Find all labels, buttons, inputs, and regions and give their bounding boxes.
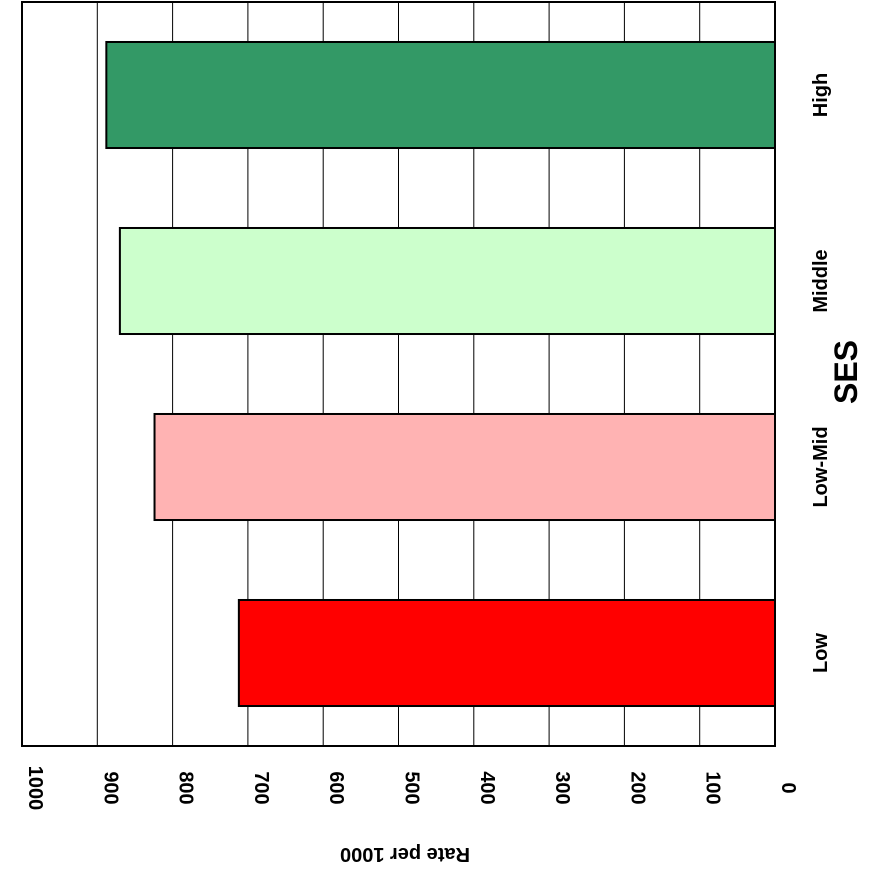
plot-border [21,1,776,747]
bar [237,598,776,708]
category-label: High [810,73,832,117]
tick-label: 0 [777,782,799,793]
category-labels: Low Low-Mid Middle High [810,73,832,673]
tick-label: 400 [476,771,498,804]
category-label: Low [810,633,832,673]
x-axis-title: Rate per 1000 [340,843,470,865]
tick-label: 300 [551,771,573,804]
tick-label: 1000 [24,766,46,811]
tick-label: 600 [325,771,347,804]
tick-label: 800 [175,771,197,804]
tick-label: 500 [401,771,423,804]
tick-label: 900 [99,771,121,804]
tick-label: 200 [626,771,648,804]
bars [105,40,776,708]
category-label: Low-Mid [810,426,832,507]
bar [153,412,776,522]
bar [105,40,776,150]
tick-label: 700 [250,771,272,804]
bar [118,226,776,336]
tick-label: 100 [702,771,724,804]
category-label: Middle [810,249,832,312]
y-axis-title: SES [828,340,864,404]
tick-labels: 0 100 200 300 400 500 600 700 800 900 1000 [24,766,799,811]
